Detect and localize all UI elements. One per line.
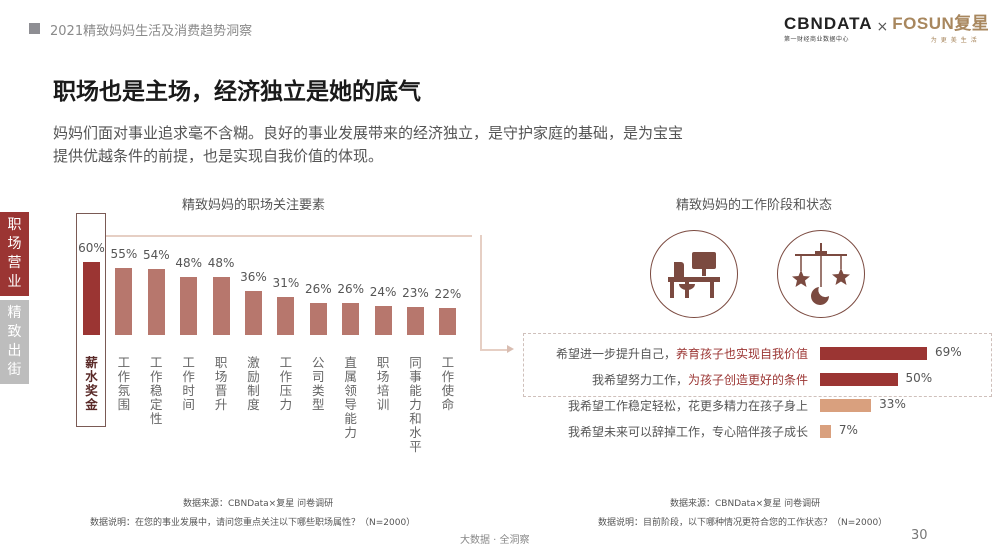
arrow-right-icon xyxy=(507,345,514,353)
page-title: 职场也是主场，经济独立是她的底气 xyxy=(53,79,421,105)
side-tab-char: 营 xyxy=(7,255,22,271)
connector-line-to-box xyxy=(480,349,510,351)
bar-value-label: 54% xyxy=(142,248,170,263)
category-label: 职场培训 xyxy=(376,355,390,412)
side-tab-workplace[interactable]: 职场营业 xyxy=(0,212,29,296)
bar-value-label: 48% xyxy=(207,255,235,270)
side-tab-char: 街 xyxy=(7,362,22,378)
category-label: 同事能力和水平 xyxy=(409,355,422,454)
side-tab-char: 出 xyxy=(7,343,22,359)
bar xyxy=(374,305,392,335)
fosun-logo-subtitle: 为更美生活 xyxy=(930,37,981,44)
side-tab-char: 场 xyxy=(7,236,22,252)
bar-value-label: 26% xyxy=(304,282,332,297)
status-label: 我希望未来可以辞掉工作，专心陪伴孩子成长 xyxy=(568,423,808,440)
category-label: 激励制度 xyxy=(247,355,260,412)
logo-separator: × xyxy=(876,19,889,35)
bar xyxy=(407,307,424,335)
fosun-logo: FOSUN复星 为更美生活 xyxy=(892,15,989,44)
office-desk-glyph xyxy=(668,252,720,298)
left-chart-note: 数据说明：在您的事业发展中，请问您重点关注以下哪些职场属性？（N=2000） xyxy=(90,518,416,528)
fosun-logo-text: FOSUN复星 xyxy=(892,14,990,33)
bar-value-label: 69% xyxy=(935,345,962,359)
bar xyxy=(277,297,295,335)
bar-value-label: 60% xyxy=(78,241,105,255)
category-label: 公司类型 xyxy=(312,355,325,412)
side-tab-char: 业 xyxy=(7,274,22,290)
bar-value-label: 22% xyxy=(434,287,462,302)
side-tab-outing[interactable]: 精致出街 xyxy=(0,300,29,384)
right-chart-note: 数据说明：目前阶段，以下哪种情况更符合您的工作状态？（N=2000） xyxy=(598,518,888,528)
side-tab-char: 职 xyxy=(7,217,22,233)
horizontal-bar xyxy=(820,425,831,438)
connector-line-vertical xyxy=(480,235,482,350)
bar-value-label: 26% xyxy=(337,282,365,297)
horizontal-bar xyxy=(820,399,872,412)
highlight-dashed-box xyxy=(523,333,992,397)
cbndata-logo-subtitle: 第一财经商业数据中心 xyxy=(784,36,850,43)
bar-value-label: 33% xyxy=(879,397,906,411)
footer-slogan: 大数据 · 全洞察 xyxy=(460,535,530,546)
bar-value-label: 7% xyxy=(838,423,858,437)
category-label: 工作时间 xyxy=(182,355,195,412)
brand-logos: CBNDATA 第一财经商业数据中心 × FOSUN复星 为更美生活 xyxy=(784,15,989,44)
status-label-highlight: 为孩子创造更好的条件 xyxy=(687,373,808,387)
category-label: 薪水奖金 xyxy=(85,355,98,412)
right-chart-source: 数据来源：CBNData×复星 问卷调研 xyxy=(670,499,821,509)
bar-value-label: 36% xyxy=(240,270,267,285)
side-tab-char: 致 xyxy=(7,324,22,340)
highlight-box xyxy=(76,213,106,427)
bar-value-label: 48% xyxy=(175,255,203,270)
bar xyxy=(439,308,457,335)
category-label: 工作稳定性 xyxy=(150,355,163,426)
right-chart-title: 精致妈妈的工作阶段和状态 xyxy=(676,198,833,213)
bar-value-label: 23% xyxy=(402,286,429,301)
cbndata-logo: CBNDATA 第一财经商业数据中心 xyxy=(784,15,873,43)
bar xyxy=(212,276,230,335)
status-label-highlight: 养育孩子也实现自我价值 xyxy=(675,347,808,361)
bar xyxy=(115,268,133,335)
bar-value-label: 55% xyxy=(110,247,138,262)
status-label: 希望进一步提升自己，养育孩子也实现自我价值 xyxy=(556,345,808,362)
horizontal-bar xyxy=(820,347,927,360)
category-label: 职场晋升 xyxy=(214,355,228,412)
left-chart-title: 精致妈妈的职场关注要素 xyxy=(182,198,326,213)
office-desk-icon xyxy=(650,230,738,318)
connector-line xyxy=(106,235,472,237)
status-label: 我希望工作稳定轻松，花更多精力在孩子身上 xyxy=(568,397,808,414)
report-title: 2021精致妈妈生活及消费趋势洞察 xyxy=(50,24,253,39)
cbndata-logo-text: CBNDATA xyxy=(784,14,873,33)
status-label-text: 我希望工作稳定轻松，花更多精力在孩子身上 xyxy=(567,399,808,413)
bar-value-label: 24% xyxy=(369,284,397,299)
bar xyxy=(245,291,262,335)
horizontal-bar xyxy=(820,373,898,386)
status-label-text: 希望进一步提升自己， xyxy=(555,347,676,361)
bar xyxy=(309,303,327,335)
bar xyxy=(147,269,165,335)
status-label-text: 我希望努力工作， xyxy=(591,373,688,387)
category-label: 直属领导能力 xyxy=(344,355,357,440)
status-label: 我希望努力工作，为孩子创造更好的条件 xyxy=(592,371,808,388)
category-label: 工作氛围 xyxy=(117,355,131,412)
bar xyxy=(342,303,360,335)
bar xyxy=(83,262,100,335)
left-chart-source: 数据来源：CBNData×复星 问卷调研 xyxy=(183,499,334,509)
bar xyxy=(180,276,198,335)
baby-mobile-glyph xyxy=(792,243,850,305)
bar-value-label: 31% xyxy=(272,276,300,291)
bar-value-label: 50% xyxy=(905,371,933,385)
page-number: 30 xyxy=(911,528,928,543)
header-square-icon xyxy=(29,23,40,34)
side-tab-char: 精 xyxy=(7,305,22,321)
category-label: 工作压力 xyxy=(279,355,293,412)
intro-paragraph: 妈妈们面对事业追求毫不含糊。良好的事业发展带来的经济独立，是守护家庭的基础，是为… xyxy=(53,124,684,165)
category-label: 工作使命 xyxy=(441,355,455,412)
baby-mobile-icon xyxy=(777,230,865,318)
status-label-text: 我希望未来可以辞掉工作，专心陪伴孩子成长 xyxy=(567,425,808,439)
